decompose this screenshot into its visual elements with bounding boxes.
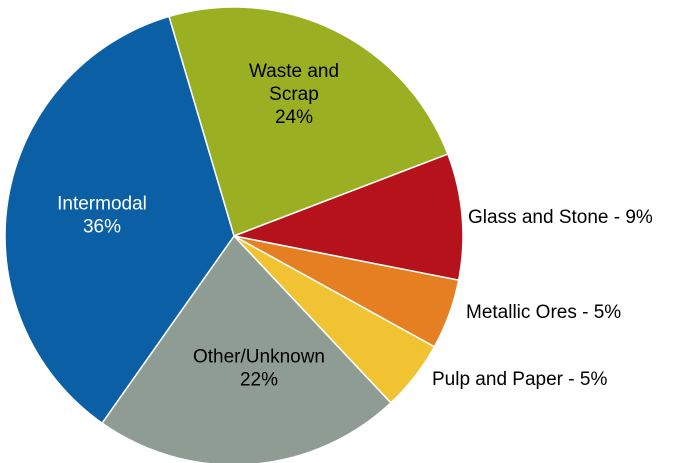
slice-label-line: Intermodal xyxy=(57,194,147,215)
pie-labels: Waste and Scrap 24% Glass and Stone - 9% Met… xyxy=(57,61,653,391)
slice-label-line: Other/Unknown xyxy=(193,347,325,368)
pie-slices xyxy=(4,6,464,463)
slice-label-glass-and-stone: Glass and Stone - 9% xyxy=(468,207,653,228)
slice-label-intermodal: Intermodal 36% xyxy=(57,194,147,238)
slice-label-metallic-ores: Metallic Ores - 5% xyxy=(466,302,621,323)
pie-slice-intermodal xyxy=(4,15,235,425)
pie-slice-other-unknown xyxy=(101,234,392,463)
slice-label-waste-and-scrap: Waste and Scrap 24% xyxy=(249,61,339,128)
slice-label-line: Scrap xyxy=(269,84,319,105)
slice-label-pulp-and-paper: Pulp and Paper - 5% xyxy=(432,369,607,390)
slice-label-line: 22% xyxy=(240,370,278,391)
slice-label-line: Waste and xyxy=(249,61,339,82)
pie-slice-glass-and-stone xyxy=(231,153,464,282)
slice-label-other-unknown: Other/Unknown 22% xyxy=(193,347,325,391)
slice-label-line: 36% xyxy=(83,217,121,238)
pie-slice-waste-and-scrap xyxy=(168,6,449,237)
slice-label-line: 24% xyxy=(275,107,313,128)
